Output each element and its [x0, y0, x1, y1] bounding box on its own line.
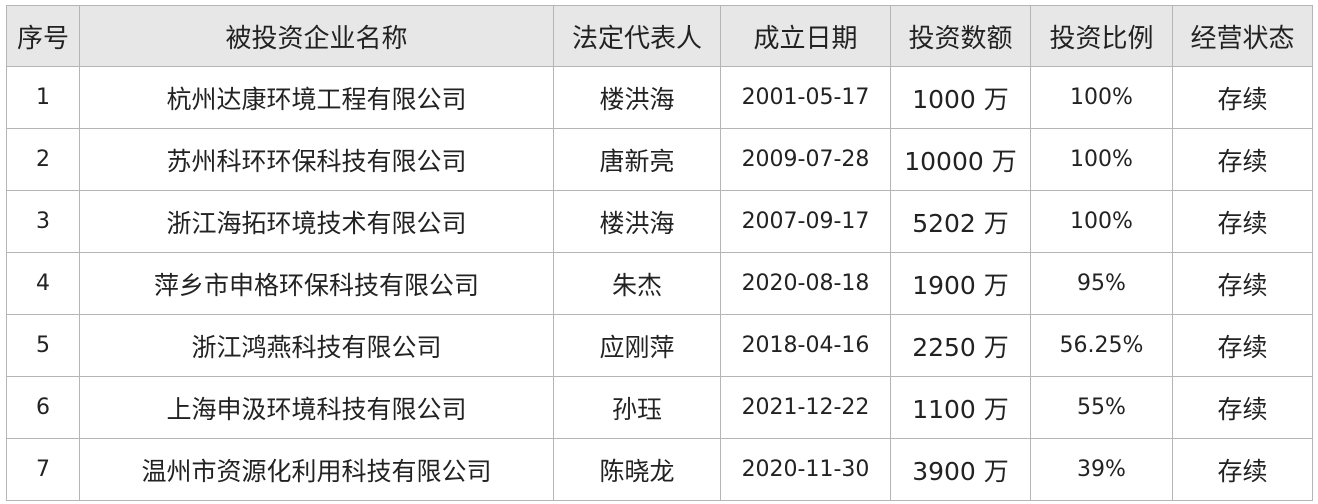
table-row: 2 苏州科环环保科技有限公司 唐新亮 2009-07-28 10000 万 100% 存续 [6, 128, 1313, 191]
cell-index: 1 [6, 66, 80, 129]
table-row: 6 上海申汲环境科技有限公司 孙珏 2021-12-22 1100 万 55% 存续 [6, 376, 1313, 439]
cell-operating-status: 存续 [1172, 128, 1313, 191]
cell-investment-amount: 10000 万 [890, 128, 1031, 191]
cell-legal-representative: 楼洪海 [553, 190, 721, 253]
cell-company-name: 萍乡市申格环保科技有限公司 [79, 252, 554, 315]
header-operating-status: 经营状态 [1172, 5, 1313, 67]
cell-established-date: 2007-09-17 [720, 190, 891, 253]
cell-company-name: 杭州达康环境工程有限公司 [79, 66, 554, 129]
cell-investment-ratio: 100% [1030, 190, 1173, 253]
cell-investment-amount: 1900 万 [890, 252, 1031, 315]
cell-operating-status: 存续 [1172, 66, 1313, 129]
cell-operating-status: 存续 [1172, 190, 1313, 253]
cell-established-date: 2020-11-30 [720, 438, 891, 501]
header-row: 序号 被投资企业名称 法定代表人 成立日期 投资数额 投资比例 经营状态 [6, 5, 1313, 67]
table-row: 4 萍乡市申格环保科技有限公司 朱杰 2020-08-18 1900 万 95% 存续 [6, 252, 1313, 315]
cell-legal-representative: 楼洪海 [553, 66, 721, 129]
cell-index: 4 [6, 252, 80, 315]
cell-investment-amount: 1000 万 [890, 66, 1031, 129]
cell-investment-ratio: 55% [1030, 376, 1173, 439]
table-row: 3 浙江海拓环境技术有限公司 楼洪海 2007-09-17 5202 万 100% 存续 [6, 190, 1313, 253]
cell-established-date: 2001-05-17 [720, 66, 891, 129]
cell-investment-ratio: 100% [1030, 66, 1173, 129]
cell-established-date: 2009-07-28 [720, 128, 891, 191]
cell-operating-status: 存续 [1172, 314, 1313, 377]
cell-legal-representative: 孙珏 [553, 376, 721, 439]
cell-index: 2 [6, 128, 80, 191]
table-row: 5 浙江鸿燕科技有限公司 应刚萍 2018-04-16 2250 万 56.25% 存续 [6, 314, 1313, 377]
cell-investment-amount: 3900 万 [890, 438, 1031, 501]
cell-investment-amount: 5202 万 [890, 190, 1031, 253]
cell-index: 7 [6, 438, 80, 501]
cell-investment-ratio: 100% [1030, 128, 1173, 191]
cell-legal-representative: 陈晓龙 [553, 438, 721, 501]
header-company-name: 被投资企业名称 [79, 5, 554, 67]
cell-operating-status: 存续 [1172, 438, 1313, 501]
table-row: 7 温州市资源化利用科技有限公司 陈晓龙 2020-11-30 3900 万 39% 存续 [6, 438, 1313, 501]
cell-company-name: 浙江海拓环境技术有限公司 [79, 190, 554, 253]
cell-investment-ratio: 39% [1030, 438, 1173, 501]
cell-index: 6 [6, 376, 80, 439]
cell-established-date: 2021-12-22 [720, 376, 891, 439]
cell-operating-status: 存续 [1172, 252, 1313, 315]
cell-company-name: 苏州科环环保科技有限公司 [79, 128, 554, 191]
header-investment-ratio: 投资比例 [1030, 5, 1173, 67]
cell-established-date: 2018-04-16 [720, 314, 891, 377]
cell-investment-amount: 1100 万 [890, 376, 1031, 439]
cell-operating-status: 存续 [1172, 376, 1313, 439]
table-row: 1 杭州达康环境工程有限公司 楼洪海 2001-05-17 1000 万 100% 存续 [6, 66, 1313, 129]
cell-legal-representative: 唐新亮 [553, 128, 721, 191]
cell-investment-ratio: 56.25% [1030, 314, 1173, 377]
cell-company-name: 浙江鸿燕科技有限公司 [79, 314, 554, 377]
cell-legal-representative: 朱杰 [553, 252, 721, 315]
cell-investment-ratio: 95% [1030, 252, 1173, 315]
cell-company-name: 上海申汲环境科技有限公司 [79, 376, 554, 439]
cell-established-date: 2020-08-18 [720, 252, 891, 315]
header-legal-representative: 法定代表人 [553, 5, 721, 67]
header-investment-amount: 投资数额 [890, 5, 1031, 67]
cell-legal-representative: 应刚萍 [553, 314, 721, 377]
header-index: 序号 [6, 5, 80, 67]
cell-index: 3 [6, 190, 80, 253]
cell-company-name: 温州市资源化利用科技有限公司 [79, 438, 554, 501]
header-established-date: 成立日期 [720, 5, 891, 67]
cell-investment-amount: 2250 万 [890, 314, 1031, 377]
investment-table: 序号 被投资企业名称 法定代表人 成立日期 投资数额 投资比例 经营状态 1 杭州达康环境工程… [6, 5, 1313, 501]
cell-index: 5 [6, 314, 80, 377]
